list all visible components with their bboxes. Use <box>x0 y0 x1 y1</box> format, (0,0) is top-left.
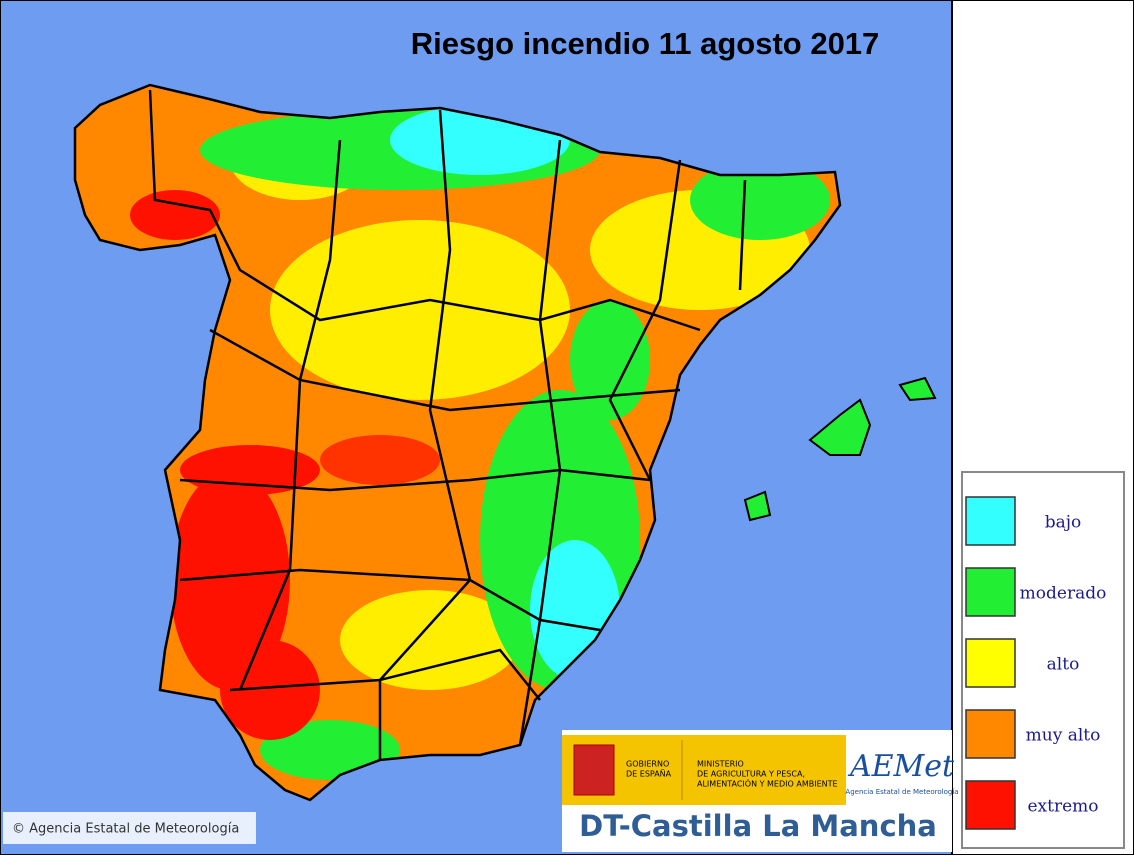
copyright: © Agencia Estatal de Meteorología <box>12 822 239 837</box>
aemet-logo: AEMet <box>847 749 955 784</box>
legend-label: alto <box>1047 655 1080 675</box>
government-line: GOBIERNO <box>626 760 669 769</box>
legend-label: extremo <box>1027 797 1098 817</box>
coat-of-arms <box>573 744 615 796</box>
legend-label: muy alto <box>1026 726 1101 746</box>
map-title: Riesgo incendio 11 agosto 2017 <box>411 26 880 61</box>
government-line: DE ESPAÑA <box>626 769 672 779</box>
ministry-line: DE AGRICULTURA Y PESCA, <box>697 770 805 779</box>
footer: DT-Castilla La Mancha <box>579 809 937 843</box>
ministry-line: MINISTERIO <box>697 760 744 769</box>
legend-label: moderado <box>1020 584 1107 604</box>
legend-label: bajo <box>1045 513 1082 533</box>
ministry-line: ALIMENTACIÓN Y MEDIO AMBIENTE <box>697 778 838 789</box>
legend-swatch <box>965 567 1016 617</box>
province-borders <box>73 83 842 802</box>
legend-swatch <box>965 638 1016 688</box>
legend-swatch <box>965 496 1016 546</box>
legend: bajo moderado alto muy alto extremo <box>965 496 1107 830</box>
legend-swatch <box>965 780 1016 830</box>
aemet-subtitle: Agencia Estatal de Meteorología <box>845 788 958 796</box>
copyright-box <box>3 812 256 844</box>
legend-swatch <box>965 709 1016 759</box>
balearic-islands <box>743 376 937 522</box>
